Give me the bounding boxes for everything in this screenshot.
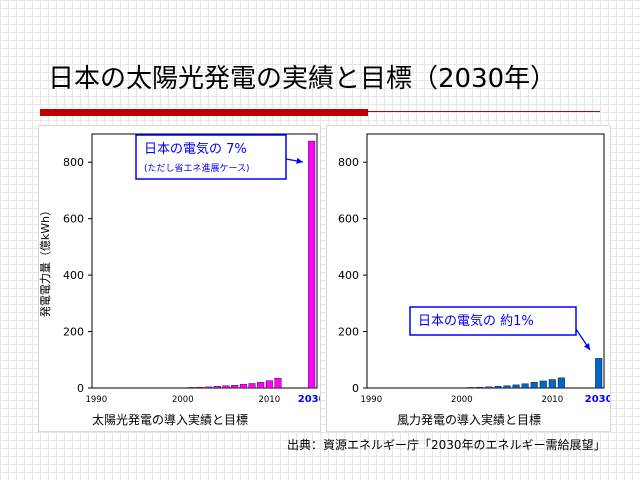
wind-bar xyxy=(494,386,502,389)
wind-x-tick-label: 2000 xyxy=(451,395,473,405)
solar-callout-text: 日本の電気の 7% xyxy=(144,141,247,157)
wind-bar xyxy=(503,385,511,389)
solar-x-tick-label: 1990 xyxy=(85,395,107,405)
solar-bar xyxy=(196,386,204,389)
solar-bar xyxy=(213,386,221,389)
solar-bar xyxy=(239,384,247,389)
wind-bar xyxy=(521,383,529,389)
solar-bar xyxy=(205,386,213,389)
wind-y-tick-label: 600 xyxy=(338,213,359,226)
solar-y-tick-label: 800 xyxy=(63,156,84,169)
solar-chart-panel: 0 200 400 600 800 1990 2000 2010 2030 太陽光発電の導入実績と… xyxy=(38,125,321,432)
wind-bar xyxy=(485,386,493,389)
solar-y-axis-label: 発電電力量（億kWh） xyxy=(39,205,52,317)
wind-bar xyxy=(467,387,475,389)
solar-bar xyxy=(308,140,316,389)
wind-y-tick-label: 800 xyxy=(338,156,359,169)
solar-bar xyxy=(231,384,239,389)
wind-bar xyxy=(539,380,547,389)
solar-bar xyxy=(274,377,282,389)
solar-x-tick-label: 2030 xyxy=(298,394,320,405)
solar-bar xyxy=(257,382,265,389)
wind-x-tick-label: 2030 xyxy=(585,394,610,405)
wind-y-tick-label: 400 xyxy=(338,269,359,282)
solar-callout-arrowhead xyxy=(296,157,303,164)
wind-bar xyxy=(557,377,565,389)
solar-x-tick-label: 2000 xyxy=(172,395,194,405)
wind-bar xyxy=(530,382,538,389)
solar-bar xyxy=(222,385,230,389)
source-note: 出典：資源エネルギー庁「2030年のエネルギー需給展望」 xyxy=(287,438,606,452)
solar-bar xyxy=(187,387,195,389)
solar-y-tick-label: 200 xyxy=(63,326,84,339)
wind-plot-area xyxy=(366,133,605,389)
wind-bar xyxy=(476,386,484,389)
solar-y-tick-label: 0 xyxy=(77,382,84,395)
wind-x-tick-label: 2010 xyxy=(541,395,563,405)
title-underline-bar xyxy=(40,109,368,116)
wind-callout-arrowhead xyxy=(583,343,590,350)
solar-y-tick-label: 400 xyxy=(63,269,84,282)
solar-x-tick-label: 2010 xyxy=(258,395,280,405)
solar-y-tick-label: 600 xyxy=(63,213,84,226)
solar-bar xyxy=(265,380,273,389)
solar-chart: 0 200 400 600 800 1990 2000 2010 2030 太陽光発電の導入実績と… xyxy=(39,133,320,427)
wind-chart-panel: 0 200 400 600 800 1990 2000 2010 2030 風力発電の導入実績と目… xyxy=(326,125,611,432)
wind-callout-box xyxy=(409,306,577,336)
wind-bar xyxy=(512,384,520,389)
wind-x-tick-label: 1990 xyxy=(360,395,382,405)
wind-y-tick-label: 200 xyxy=(338,326,359,339)
wind-x-axis-label: 風力発電の導入実績と目標 xyxy=(397,412,541,427)
wind-y-tick-label: 0 xyxy=(352,382,359,395)
title-underline-rule xyxy=(368,111,600,112)
wind-bar xyxy=(548,379,556,389)
slide-title: 日本の太陽光発電の実績と目標（2030年） xyxy=(48,64,557,94)
solar-bar xyxy=(248,383,256,389)
solar-callout-subtext: (ただし省エネ進展ケース) xyxy=(144,162,250,174)
wind-callout-text: 日本の電気の 約1% xyxy=(418,313,534,329)
wind-bar xyxy=(595,358,603,389)
solar-callout-box xyxy=(135,134,287,180)
wind-chart: 0 200 400 600 800 1990 2000 2010 2030 風力発電の導入実績と目… xyxy=(338,133,610,427)
solar-x-axis-label: 太陽光発電の導入実績と目標 xyxy=(92,412,248,427)
